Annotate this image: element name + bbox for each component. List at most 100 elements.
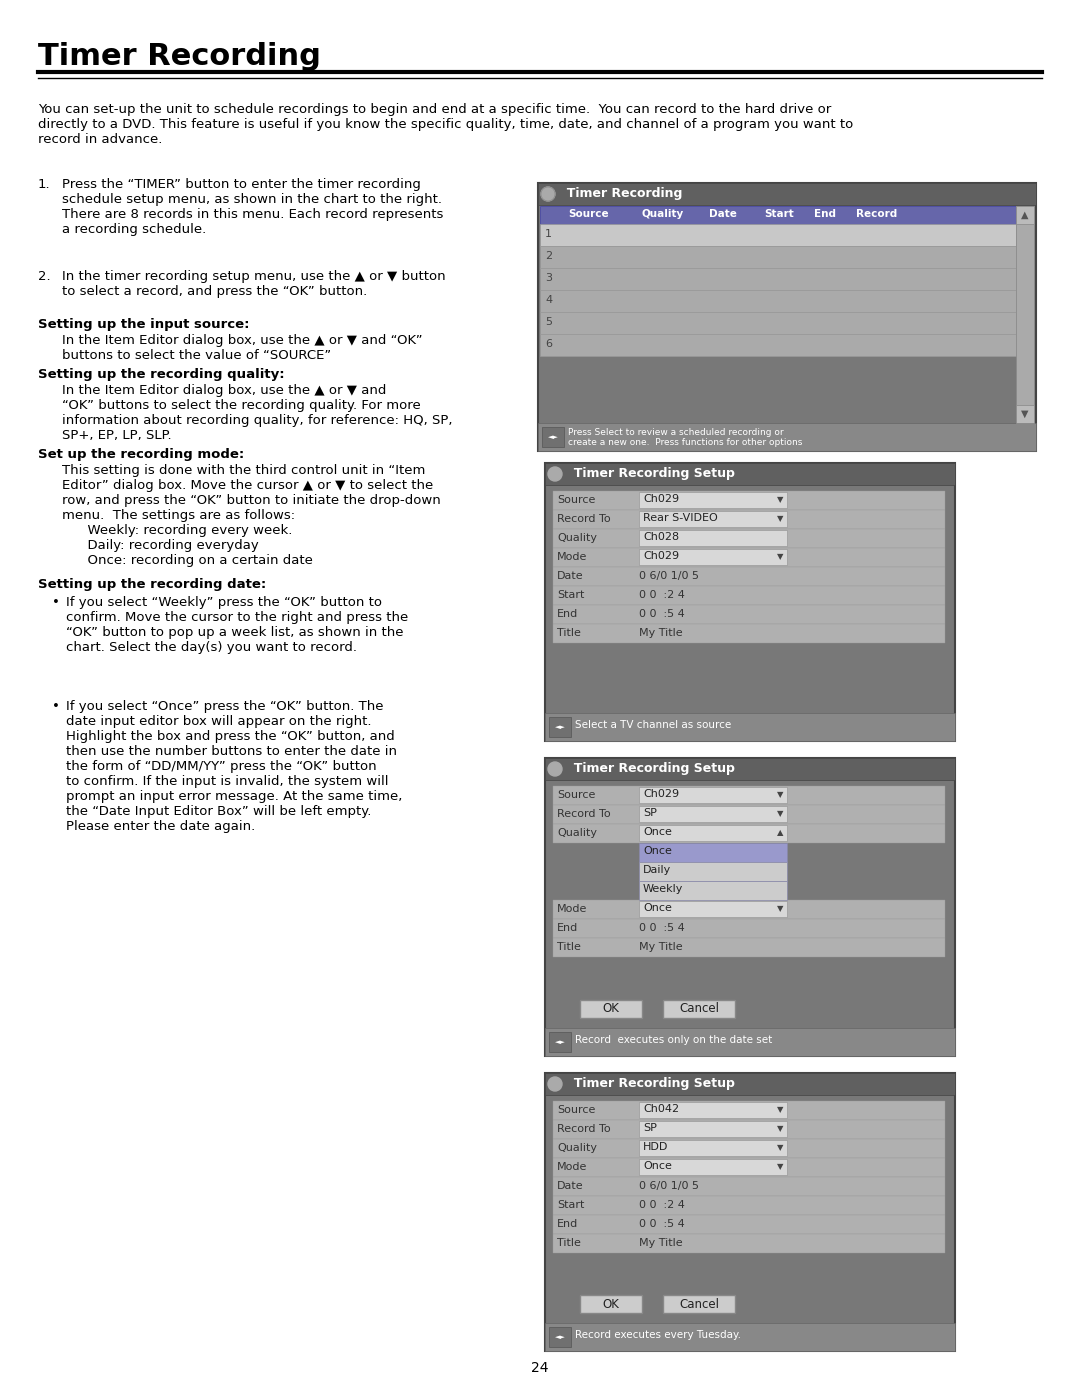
Bar	[639, 1160, 787, 1175]
Bar	[549, 1327, 571, 1347]
Text: My Title: My Title	[639, 942, 683, 951]
Bar	[553, 1178, 945, 1196]
Text: Start: Start	[557, 1200, 584, 1210]
Bar	[553, 529, 945, 548]
Text: Mode: Mode	[557, 1162, 588, 1172]
Bar	[639, 901, 787, 916]
Text: Daily: Daily	[643, 865, 672, 875]
Bar	[540, 291, 1016, 312]
Bar	[553, 1139, 945, 1158]
Text: Timer Recording: Timer Recording	[558, 187, 683, 200]
Text: Record  executes only on the date set: Record executes only on the date set	[575, 1035, 772, 1045]
Text: Timer Recording: Timer Recording	[38, 42, 321, 71]
Bar	[553, 1158, 945, 1178]
Text: Mode: Mode	[557, 904, 588, 914]
Bar	[639, 806, 787, 821]
Text: Start: Start	[557, 590, 584, 599]
Text: Ch029: Ch029	[643, 495, 679, 504]
Text: 5: 5	[545, 317, 552, 327]
Bar	[663, 1000, 735, 1018]
Bar	[540, 312, 1016, 334]
Text: Rear S-VIDEO: Rear S-VIDEO	[643, 513, 718, 522]
Text: Cancel: Cancel	[679, 1298, 719, 1310]
Text: Mode: Mode	[557, 552, 588, 562]
Bar	[553, 937, 945, 957]
Text: Date: Date	[557, 1180, 583, 1192]
Text: Date: Date	[708, 210, 737, 219]
Bar	[639, 511, 787, 527]
Bar	[542, 427, 564, 447]
Text: ▼: ▼	[777, 809, 783, 819]
Bar	[549, 717, 571, 738]
Text: You can set-up the unit to schedule recordings to begin and end at a specific ti: You can set-up the unit to schedule reco…	[38, 103, 853, 147]
Bar	[540, 205, 1016, 224]
Text: End: End	[557, 923, 578, 933]
Text: ▼: ▼	[777, 1125, 783, 1133]
Bar	[580, 1295, 642, 1313]
Text: Timer Recording Setup: Timer Recording Setup	[565, 1077, 734, 1090]
Text: Timer Recording Setup: Timer Recording Setup	[565, 467, 734, 481]
Text: Setting up the input source:: Setting up the input source:	[38, 319, 249, 331]
Text: Cancel: Cancel	[679, 1003, 719, 1016]
Text: 24: 24	[531, 1361, 549, 1375]
Text: OK: OK	[603, 1298, 620, 1310]
Bar	[553, 805, 945, 824]
Bar	[545, 1323, 955, 1351]
Text: HDD: HDD	[643, 1141, 669, 1153]
Text: ▼: ▼	[777, 1144, 783, 1153]
Bar	[540, 246, 1016, 268]
Bar	[553, 1120, 945, 1139]
Bar	[1016, 405, 1034, 423]
Bar	[553, 585, 945, 605]
Bar	[553, 490, 945, 510]
Bar	[639, 882, 787, 900]
Bar	[553, 1196, 945, 1215]
Bar	[545, 1028, 955, 1056]
Circle shape	[548, 467, 562, 481]
Text: If you select “Once” press the “OK” button. The
date input editor box will appea: If you select “Once” press the “OK” butt…	[66, 700, 403, 833]
Text: 1.: 1.	[38, 177, 51, 191]
Text: Start: Start	[764, 210, 794, 219]
Text: Source: Source	[557, 495, 595, 504]
Bar	[553, 1215, 945, 1234]
Text: ▲: ▲	[1022, 210, 1029, 219]
Bar	[639, 1120, 787, 1137]
Text: SP: SP	[643, 1123, 657, 1133]
Bar	[639, 862, 787, 882]
Text: 0 6/0 1/0 5: 0 6/0 1/0 5	[639, 1180, 699, 1192]
Circle shape	[541, 187, 555, 201]
Text: Once: Once	[643, 1161, 672, 1171]
Text: ◄►: ◄►	[555, 724, 565, 731]
Text: 0 6/0 1/0 5: 0 6/0 1/0 5	[639, 571, 699, 581]
Text: Set up the recording mode:: Set up the recording mode:	[38, 448, 244, 461]
Text: Record: Record	[856, 210, 897, 219]
Text: 0 0  :5 4: 0 0 :5 4	[639, 1220, 685, 1229]
Text: Quality: Quality	[642, 210, 684, 219]
Text: In the Item Editor dialog box, use the ▲ or ▼ and “OK”
buttons to select the val: In the Item Editor dialog box, use the ▲…	[62, 334, 422, 362]
Circle shape	[548, 761, 562, 775]
Text: Source: Source	[557, 789, 595, 800]
Bar	[639, 787, 787, 803]
Bar	[553, 510, 945, 529]
Text: ▼: ▼	[777, 791, 783, 799]
Text: Once: Once	[643, 902, 672, 914]
Bar	[545, 712, 955, 740]
Text: 4: 4	[545, 295, 552, 305]
Bar	[545, 1073, 955, 1095]
Text: Quality: Quality	[557, 1143, 597, 1153]
Bar	[639, 492, 787, 509]
Bar	[639, 826, 787, 841]
Text: End: End	[557, 609, 578, 619]
Text: End: End	[557, 1220, 578, 1229]
Bar	[663, 1295, 735, 1313]
Text: If you select “Weekly” press the “OK” button to
confirm. Move the cursor to the : If you select “Weekly” press the “OK” bu…	[66, 597, 408, 654]
Bar	[553, 548, 945, 567]
Text: Record executes every Tuesday.: Record executes every Tuesday.	[575, 1330, 741, 1340]
Text: Title: Title	[557, 1238, 581, 1248]
Bar	[553, 605, 945, 624]
Bar	[553, 1101, 945, 1120]
Text: •: •	[52, 597, 59, 609]
Text: ◄►: ◄►	[555, 1039, 565, 1045]
Text: Ch029: Ch029	[643, 789, 679, 799]
Text: Ch029: Ch029	[643, 550, 679, 562]
